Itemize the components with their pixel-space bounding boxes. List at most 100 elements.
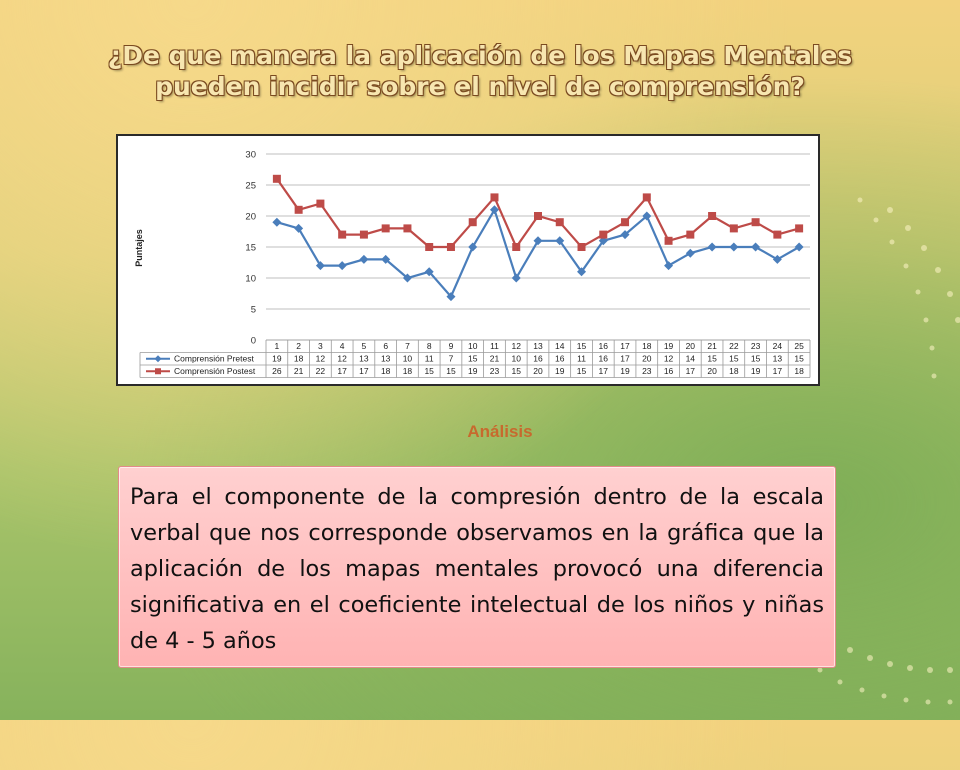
data-point-pretest bbox=[642, 211, 652, 221]
x-category-label: 24 bbox=[773, 341, 783, 351]
x-category-label: 2 bbox=[296, 341, 301, 351]
data-point-pretest bbox=[577, 267, 587, 277]
y-tick-label: 5 bbox=[251, 305, 256, 316]
data-point-postest bbox=[294, 205, 303, 214]
table-value: 19 bbox=[620, 366, 630, 376]
table-value: 19 bbox=[751, 366, 761, 376]
legend-marker bbox=[155, 368, 161, 375]
x-category-label: 9 bbox=[449, 341, 454, 351]
table-value: 18 bbox=[794, 366, 804, 376]
data-point-postest bbox=[381, 224, 390, 233]
data-point-pretest bbox=[729, 242, 739, 252]
x-category-label: 25 bbox=[794, 341, 804, 351]
table-value: 16 bbox=[664, 366, 674, 376]
analysis-heading: Análisis bbox=[467, 422, 533, 441]
data-point-postest bbox=[729, 224, 738, 233]
x-category-label: 15 bbox=[577, 341, 587, 351]
table-value: 21 bbox=[490, 354, 500, 364]
data-point-pretest bbox=[620, 230, 630, 240]
x-category-label: 1 bbox=[275, 341, 280, 351]
legend-series-name: Comprensión Postest bbox=[174, 366, 256, 376]
data-point-postest bbox=[272, 174, 281, 183]
legend-marker bbox=[154, 355, 162, 363]
y-tick-label: 20 bbox=[245, 212, 256, 223]
x-category-label: 18 bbox=[642, 341, 652, 351]
table-value: 23 bbox=[642, 366, 652, 376]
table-value: 13 bbox=[381, 354, 391, 364]
data-point-postest bbox=[534, 212, 542, 220]
legend-series-name: Comprensión Pretest bbox=[174, 354, 254, 364]
table-value: 18 bbox=[294, 354, 304, 364]
x-category-label: 12 bbox=[512, 341, 522, 351]
data-point-pretest bbox=[359, 254, 369, 264]
data-point-pretest bbox=[337, 261, 347, 271]
data-point-postest bbox=[512, 243, 521, 251]
table-value: 15 bbox=[729, 354, 739, 364]
data-point-postest bbox=[555, 218, 564, 227]
table-value: 15 bbox=[794, 354, 804, 364]
data-point-pretest bbox=[402, 273, 412, 283]
x-category-label: 6 bbox=[383, 341, 388, 351]
table-value: 11 bbox=[577, 354, 586, 364]
table-value: 12 bbox=[316, 354, 326, 364]
table-value: 17 bbox=[337, 366, 347, 376]
x-category-label: 14 bbox=[555, 341, 565, 351]
x-category-label: 19 bbox=[664, 341, 674, 351]
table-value: 15 bbox=[577, 366, 587, 376]
data-point-postest bbox=[446, 243, 455, 251]
x-category-label: 7 bbox=[405, 341, 410, 351]
table-value: 19 bbox=[555, 366, 565, 376]
table-value: 20 bbox=[707, 366, 717, 376]
table-value: 15 bbox=[446, 366, 456, 376]
x-category-label: 11 bbox=[490, 341, 499, 351]
y-tick-label: 15 bbox=[245, 243, 256, 254]
table-value: 15 bbox=[424, 366, 434, 376]
x-category-label: 17 bbox=[620, 341, 630, 351]
analysis-body-text: Para el componente de la compresión dent… bbox=[130, 484, 824, 654]
table-value: 15 bbox=[512, 366, 522, 376]
table-value: 20 bbox=[642, 354, 652, 364]
data-point-pretest bbox=[272, 217, 282, 227]
data-point-postest bbox=[795, 224, 804, 233]
table-value: 18 bbox=[403, 366, 413, 376]
x-category-label: 22 bbox=[729, 341, 739, 351]
x-category-label: 10 bbox=[468, 341, 478, 351]
x-category-label: 20 bbox=[686, 341, 696, 351]
table-value: 21 bbox=[294, 366, 304, 376]
table-value: 17 bbox=[359, 366, 369, 376]
series-line-0 bbox=[276, 207, 800, 299]
slide-title-line-1: ¿De que manera la aplicación de los Mapa… bbox=[107, 41, 853, 70]
data-point-pretest bbox=[664, 261, 674, 271]
table-value: 19 bbox=[272, 354, 282, 364]
data-point-pretest bbox=[446, 292, 456, 302]
data-point-postest bbox=[621, 218, 630, 227]
x-category-label: 5 bbox=[362, 341, 367, 351]
y-tick-label: 0 bbox=[251, 336, 256, 347]
data-point-postest bbox=[403, 224, 412, 233]
x-category-label: 4 bbox=[340, 341, 345, 351]
data-point-postest bbox=[338, 230, 347, 239]
data-point-pretest bbox=[533, 236, 543, 246]
data-point-postest bbox=[425, 243, 434, 251]
data-point-postest bbox=[751, 218, 760, 227]
data-point-pretest bbox=[468, 242, 478, 252]
x-category-label: 13 bbox=[533, 341, 543, 351]
data-point-postest bbox=[577, 243, 586, 251]
table-value: 10 bbox=[403, 354, 413, 364]
table-value: 23 bbox=[490, 366, 500, 376]
data-point-postest bbox=[599, 230, 608, 239]
y-tick-label: 10 bbox=[245, 274, 256, 285]
table-value: 17 bbox=[686, 366, 696, 376]
x-category-label: 8 bbox=[427, 341, 432, 351]
x-category-label: 23 bbox=[751, 341, 761, 351]
data-point-postest bbox=[642, 193, 651, 202]
table-value: 26 bbox=[272, 366, 282, 376]
table-value: 20 bbox=[533, 366, 543, 376]
data-point-pretest bbox=[489, 205, 499, 215]
data-point-postest bbox=[664, 236, 673, 245]
data-point-postest bbox=[686, 230, 695, 239]
x-category-label: 21 bbox=[707, 341, 717, 351]
data-point-postest bbox=[359, 230, 368, 239]
data-point-pretest bbox=[751, 242, 761, 252]
